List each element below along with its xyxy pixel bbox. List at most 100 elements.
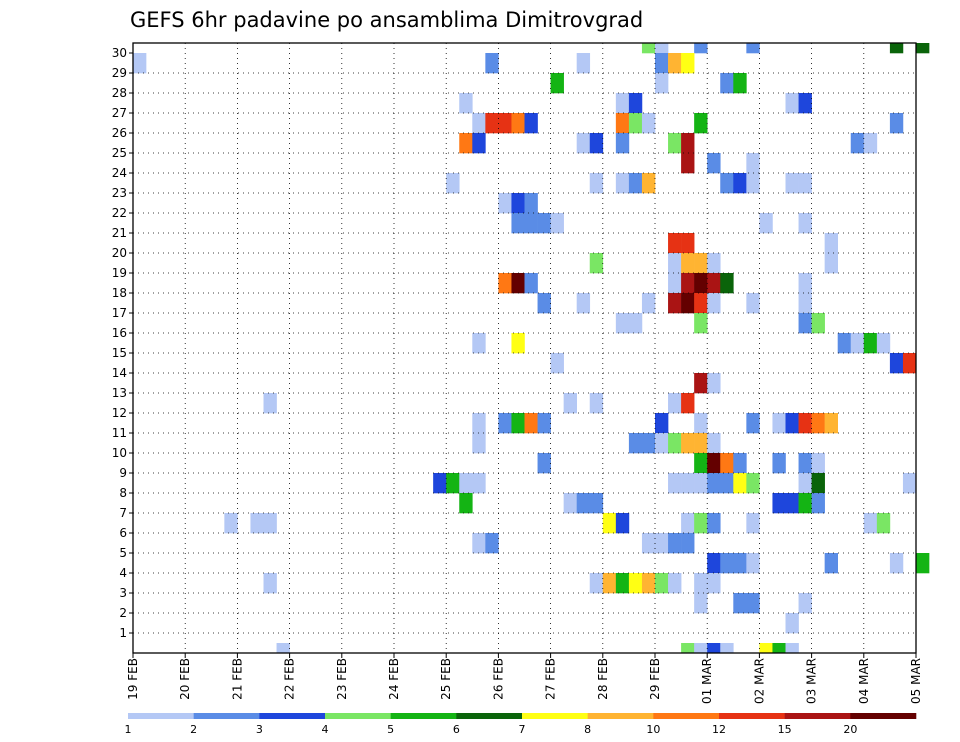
heatmap-cells (133, 43, 930, 654)
heatmap-cell (798, 293, 812, 314)
heatmap-cell (615, 513, 630, 534)
heatmap-cell (589, 173, 604, 194)
heatmap-cell (641, 293, 656, 314)
heatmap-cell (472, 333, 486, 354)
x-tick-label: 22 FEB (283, 658, 297, 700)
heatmap-cell (798, 593, 812, 614)
heatmap-cell (537, 413, 551, 434)
heatmap-cell (472, 413, 486, 434)
y-tick-label: 3 (119, 586, 127, 600)
heatmap-cell (641, 43, 656, 54)
colorbar-label: 5 (387, 723, 394, 736)
heatmap-cell (628, 113, 643, 134)
colorbar-label: 6 (453, 723, 460, 736)
y-tick-label: 24 (112, 166, 127, 180)
heatmap-cell (746, 293, 760, 314)
heatmap-cell (811, 413, 825, 434)
heatmap-cell (863, 333, 878, 354)
heatmap-cell (733, 173, 747, 194)
heatmap-cell (498, 413, 512, 434)
heatmap-cell (224, 513, 238, 534)
heatmap-cell (524, 413, 538, 434)
y-tick-label: 18 (112, 286, 127, 300)
x-axis: 19 FEB 20 FEB 21 FEB 22 FEB 23 FEB 24 FEB 25 F… (126, 653, 923, 704)
y-tick-label: 28 (112, 86, 127, 100)
y-tick-label: 30 (112, 46, 127, 60)
heatmap-cell (524, 273, 538, 294)
heatmap-cell (576, 493, 591, 514)
plot-frame (132, 42, 917, 654)
heatmap-cell (628, 433, 643, 454)
heatmap-cell (668, 233, 682, 254)
heatmap-cell (681, 513, 695, 534)
heatmap-cell (798, 493, 812, 514)
colorbar-segment (522, 713, 588, 719)
heatmap-cell (720, 473, 734, 494)
heatmap-cell (733, 593, 747, 614)
heatmap-cell (628, 93, 643, 114)
x-tick-label: 26 FEB (491, 658, 505, 700)
x-tick-label: 02 MAR (752, 658, 766, 704)
heatmap-cell (602, 513, 617, 534)
heatmap-cell (459, 93, 473, 114)
heatmap-cell (876, 333, 891, 354)
heatmap-cell (681, 433, 695, 454)
colorbar-label: 3 (256, 723, 263, 736)
heatmap-cell (694, 413, 708, 434)
heatmap-cell (589, 393, 604, 414)
heatmap-cell (785, 93, 799, 114)
heatmap-cell (472, 433, 486, 454)
heatmap-cell (668, 253, 682, 274)
heatmap-cell (537, 453, 551, 474)
y-tick-label: 11 (112, 426, 127, 440)
colorbar-segment (719, 713, 785, 719)
heatmap-cell (746, 153, 760, 174)
heatmap-cell (668, 133, 682, 154)
y-tick-label: 2 (119, 606, 127, 620)
heatmap-cell (759, 643, 773, 654)
heatmap-cell (524, 113, 538, 134)
x-tick-label: 19 FEB (126, 658, 140, 700)
colorbar-segment (128, 713, 194, 719)
heatmap-cell (524, 213, 538, 234)
x-tick-label: 29 FEB (648, 658, 662, 700)
heatmap-cell (772, 413, 786, 434)
y-tick-label: 1 (119, 626, 127, 640)
y-tick-label: 17 (112, 306, 127, 320)
heatmap-cell (733, 453, 747, 474)
heatmap-cell (511, 113, 525, 134)
heatmap-cell (916, 43, 930, 54)
heatmap-cell (707, 253, 721, 274)
heatmap-cell (772, 643, 786, 654)
heatmap-cell (889, 43, 904, 54)
colorbar-segment (193, 713, 260, 719)
heatmap-cell (681, 293, 695, 314)
heatmap-cell (707, 473, 721, 494)
y-tick-label: 12 (112, 406, 127, 420)
heatmap-cell (472, 473, 486, 494)
heatmap-cell (250, 513, 264, 534)
heatmap-cell (811, 473, 825, 494)
colorbar-label: 4 (322, 723, 329, 736)
heatmap-cell (511, 333, 525, 354)
colorbar-segment (325, 713, 391, 719)
heatmap-cell (707, 643, 721, 654)
heatmap-cell (902, 473, 917, 494)
heatmap-cell (694, 43, 708, 54)
heatmap-cell (589, 133, 604, 154)
heatmap-cell (720, 73, 734, 94)
colorbar-label: 15 (778, 723, 792, 736)
heatmap-cell (824, 413, 838, 434)
heatmap-cell (746, 473, 760, 494)
heatmap-cell (798, 313, 812, 334)
heatmap-cell (707, 153, 721, 174)
y-tick-label: 16 (112, 326, 127, 340)
heatmap-cell (537, 293, 551, 314)
heatmap-cell (681, 233, 695, 254)
y-tick-label: 25 (112, 146, 127, 160)
heatmap-cell (550, 353, 564, 374)
y-tick-label: 19 (112, 266, 127, 280)
heatmap-cell (889, 353, 904, 374)
x-tick-label: 23 FEB (335, 658, 349, 700)
